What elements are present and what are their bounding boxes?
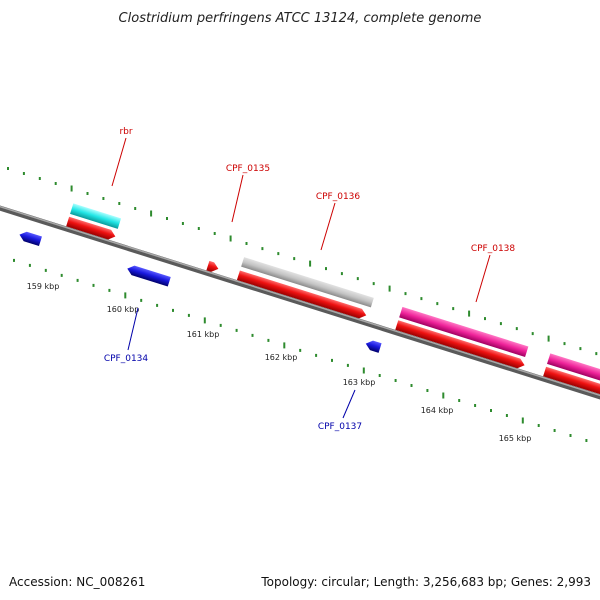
kbp-label-162: 162 kbp	[265, 353, 298, 362]
gene-label-cpf0137[interactable]: CPF_0137	[318, 422, 362, 432]
kbp-label-161: 161 kbp	[187, 330, 220, 339]
kbp-label-165: 165 kbp	[499, 434, 532, 443]
gene-label-cpf0138[interactable]: CPF_0138	[471, 244, 516, 254]
gene-label-rbr[interactable]: rbr	[119, 127, 132, 137]
feature-cpf0136-gray[interactable]	[241, 257, 374, 308]
leader-line-cpf0134	[127, 307, 139, 351]
leader-line-cpf0135	[231, 174, 244, 223]
cds-rbr[interactable]	[66, 216, 117, 242]
cds-cpf0137[interactable]	[364, 339, 382, 353]
accession-text: Accession: NC_008261	[9, 575, 145, 589]
feature-cpf0138-magenta[interactable]	[399, 306, 529, 357]
genome-backbone	[0, 205, 600, 400]
gene-label-cpf0134[interactable]: CPF_0134	[104, 354, 149, 364]
leader-line-rbr	[111, 137, 127, 187]
map-title: Clostridium perfringens ATCC 13124, comp…	[119, 11, 482, 26]
cds-forward-right[interactable]	[543, 366, 600, 396]
leader-line-cpf0136	[320, 202, 336, 251]
kbp-label-164: 164 kbp	[421, 406, 454, 415]
leader-line-cpf0138	[475, 254, 491, 303]
cds-cpf0136[interactable]	[236, 270, 368, 320]
kbp-label-159: 159 kbp	[27, 282, 60, 291]
gene-label-cpf0136[interactable]: CPF_0136	[316, 192, 361, 202]
feature-magenta-right[interactable]	[547, 353, 600, 382]
cds-cpf0138[interactable]	[395, 320, 526, 370]
kbp-label-163: 163 kbp	[343, 378, 376, 387]
outer-tick-row	[7, 167, 598, 356]
cds-cpf0135[interactable]	[206, 260, 219, 274]
genome-summary-text: Topology: circular; Length: 3,256,683 bp…	[260, 575, 591, 589]
inner-tick-row	[13, 258, 588, 442]
kbp-label-160: 160 kbp	[107, 305, 140, 314]
cds-cpf0134[interactable]	[126, 264, 171, 287]
feature-rbr-cyan[interactable]	[70, 203, 122, 229]
cds-reverse-left[interactable]	[18, 230, 42, 247]
gene-label-cpf0135[interactable]: CPF_0135	[226, 164, 270, 174]
leader-line-cpf0137	[342, 389, 356, 419]
kbp-tick-labels: 159 kbp 160 kbp 161 kbp 162 kbp 163 kbp 164 k…	[27, 282, 532, 443]
gene-labels: rbr CPF_0134 CPF_0135 CPF_0136 CPF_0137 CPF_0…	[104, 127, 516, 432]
